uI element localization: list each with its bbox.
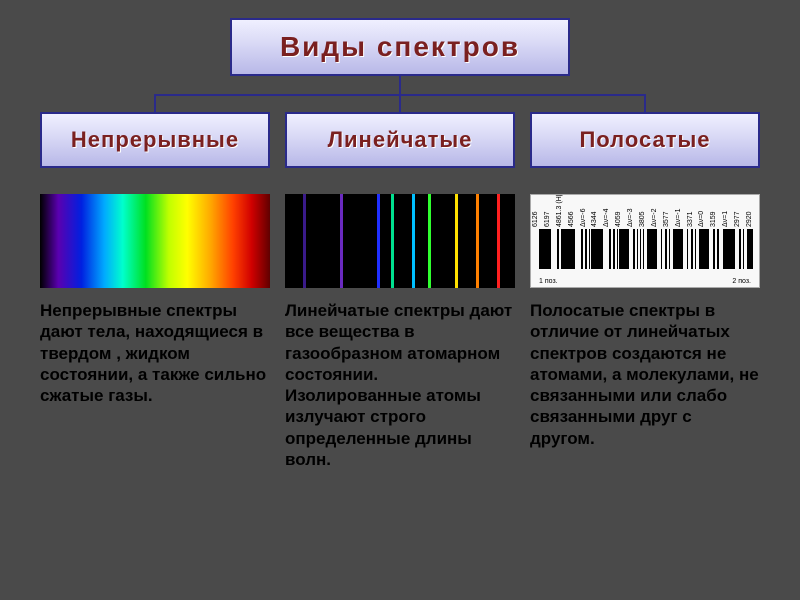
spectral-line [303,194,306,288]
category-continuous: Непрерывные [40,112,270,168]
band-spectrum-bars [539,229,751,269]
band-bar [661,229,662,269]
band-bar [695,229,696,269]
band-top-label: 4861.3 (Hβ) [556,194,563,227]
band-top-label: Δν=-6 [580,209,587,228]
band-bar [585,229,587,269]
spectral-line [476,194,479,288]
category-band: Полосатые [530,112,760,168]
band-bar [619,229,629,269]
line-spectrum-image [285,194,515,288]
band-bar [691,229,693,269]
spectral-line [428,194,431,288]
band-bar [640,229,641,269]
band-top-label: 3159 [710,211,717,227]
title-box: Виды спектров [230,18,570,76]
band-bar [673,229,683,269]
band-bar [581,229,583,269]
band-spectrum-image: 6126 6197 4861.3 (Hβ) 4566 Δν=-6 4344 Δν=-4 405… [530,194,760,288]
band-footer-left: 1 поз. [539,278,558,285]
spectral-line [340,194,343,288]
band-spectrum-footer: 1 поз. 2 поз. [539,278,751,285]
band-top-label: 2920 [746,211,753,227]
connector-drop-2 [399,94,401,112]
connector-drop-3 [644,94,646,112]
band-bar [717,229,719,269]
band-bar [561,229,575,269]
band-bar [713,229,715,269]
line-spectrum-bg [285,194,515,288]
band-bar [617,229,618,269]
band-bar [637,229,638,269]
spectral-line [377,194,380,288]
band-top-label: 6197 [544,211,551,227]
description-continuous: Непрерывные спектры дают тела, находящие… [40,300,270,406]
band-bar [557,229,559,269]
band-top-label: 3371 [687,211,694,227]
band-top-label: 2977 [734,211,741,227]
continuous-spectrum-gradient [40,194,270,288]
band-top-label: Δν=-3 [627,209,634,228]
band-bar [665,229,667,269]
description-line: Линейчатые спектры дают все вещества в г… [285,300,515,470]
band-bar [591,229,603,269]
band-top-label: 4566 [568,211,575,227]
band-bar [739,229,741,269]
continuous-spectrum-image [40,194,270,288]
band-top-label: Δν=-4 [603,209,610,228]
band-top-label: 4059 [615,211,622,227]
band-bar [539,229,551,269]
band-top-label: Δν=-2 [651,209,658,228]
spectral-line [455,194,458,288]
spectral-line [391,194,394,288]
band-bar [669,229,670,269]
description-band: Полосатые спектры в отличие от линейчаты… [530,300,760,449]
band-bar [609,229,611,269]
band-bar [699,229,709,269]
band-bar [647,229,657,269]
connector-drop-1 [154,94,156,112]
band-bar [743,229,744,269]
band-top-label: 6126 [532,211,539,227]
band-spectrum-bg: 6126 6197 4861.3 (Hβ) 4566 Δν=-6 4344 Δν=-4 405… [530,194,760,288]
band-bar [723,229,735,269]
band-bar [613,229,615,269]
band-top-label: Δν=0 [698,211,705,227]
band-bar [633,229,635,269]
band-bar [589,229,590,269]
spectral-line [497,194,500,288]
spectral-line [412,194,415,288]
band-footer-right: 2 поз. [732,278,751,285]
connector-main-down [399,76,401,94]
band-bar [687,229,688,269]
band-top-label: 3577 [663,211,670,227]
category-line: Линейчатые [285,112,515,168]
band-top-label: 4344 [591,211,598,227]
band-top-label: Δν=1 [722,211,729,227]
band-top-label: 3805 [639,211,646,227]
band-top-label: Δν=-1 [675,209,682,228]
band-bar [747,229,753,269]
band-spectrum-top-labels: 612661974861.3 (Hβ)4566Δν=-64344Δν=-4405… [539,197,751,227]
band-bar [643,229,644,269]
